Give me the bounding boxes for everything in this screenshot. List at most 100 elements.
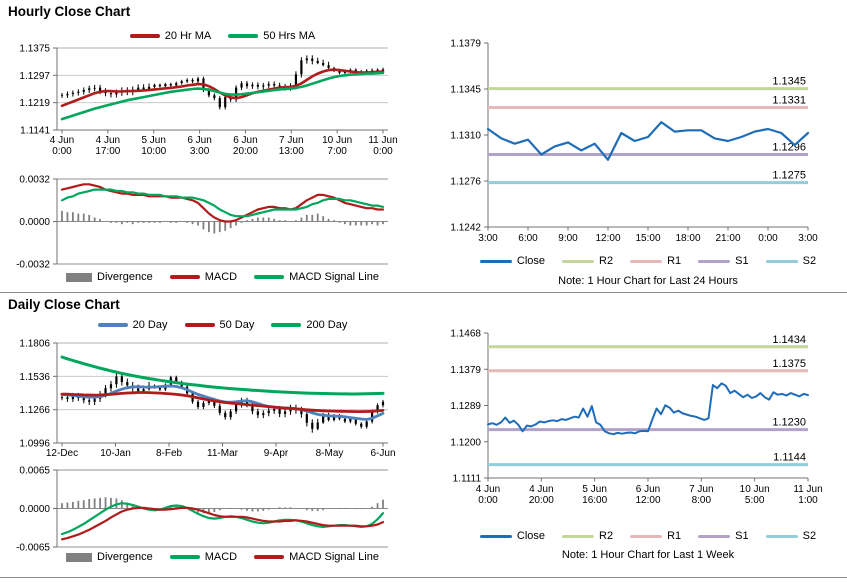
- r1-level-label: 1.1375: [772, 358, 806, 370]
- legend-label: Divergence: [97, 551, 153, 563]
- legend-item-r1: R1: [630, 255, 681, 267]
- r2-level-label: 1.1434: [772, 334, 806, 346]
- y-tick-label: 1.1276: [450, 177, 481, 188]
- y-tick-label: 1.1200: [450, 437, 481, 448]
- x-tick-label: 16:00: [582, 495, 607, 506]
- line-swatch: [184, 323, 215, 327]
- x-tick-label: 13:00: [279, 146, 304, 157]
- x-tick-label: 4 Jun: [96, 135, 120, 146]
- x-tick-label: 0:00: [478, 495, 498, 506]
- daily-macd-legend: Divergence MACD MACD Signal Line: [57, 551, 388, 563]
- r1-level-label: 1.1331: [772, 94, 806, 106]
- legend-item-macd-signal-line: MACD Signal Line: [254, 551, 379, 563]
- x-tick-label: 4 Jun: [476, 484, 500, 495]
- legend-label: S1: [735, 530, 749, 542]
- x-tick-label: 12-Dec: [46, 448, 78, 459]
- legend-label: MACD: [204, 271, 238, 283]
- legend-item-divergence: Divergence: [66, 551, 153, 563]
- x-tick-label: 3:00: [478, 233, 498, 244]
- legend-item-50-hrs-ma: 50 Hrs MA: [228, 30, 315, 42]
- y-tick-label: 1.1806: [19, 339, 50, 350]
- line-swatch: [698, 534, 731, 538]
- legend-item-20-hr-ma: 20 Hr MA: [129, 30, 212, 42]
- hourly-section-title: Hourly Close Chart: [8, 4, 131, 19]
- x-tick-label: 5 Jun: [141, 135, 165, 146]
- legend-label: MACD: [204, 551, 238, 563]
- legend-item-divergence: Divergence: [66, 271, 153, 283]
- legend-item-close: Close: [479, 530, 545, 542]
- legend-label: R2: [599, 255, 614, 267]
- x-tick-label: 5 Jun: [582, 484, 606, 495]
- x-tick-label: 4 Jun: [529, 484, 553, 495]
- hourly-price-legend: 20 Hr MA 50 Hrs MA: [57, 30, 388, 42]
- macd-signal-line-line: [60, 188, 385, 218]
- x-tick-label: 9-Apr: [264, 448, 289, 459]
- y-tick-label: 1.1379: [450, 365, 481, 376]
- y-tick-label: 1.1345: [450, 85, 481, 96]
- line-swatch: [630, 259, 663, 263]
- weekly-sr-note: Note: 1 Hour Chart for Last 1 Week: [561, 549, 735, 561]
- x-tick-label: 17:00: [95, 146, 120, 157]
- line-swatch: [254, 275, 285, 279]
- x-tick-label: 1:00: [798, 495, 818, 506]
- close-line: [487, 382, 809, 436]
- legend-label: 50 Hrs MA: [263, 30, 316, 42]
- legend-item-s1: S1: [698, 530, 749, 542]
- legend-label: 20 Day: [132, 319, 168, 331]
- x-tick-label: 20:00: [233, 146, 258, 157]
- line-swatch: [271, 323, 302, 327]
- x-tick-label: 8-Feb: [156, 448, 183, 459]
- x-tick-label: 6 Jun: [233, 135, 257, 146]
- x-tick-label: 8:00: [692, 495, 712, 506]
- y-tick-label: 1.1289: [450, 401, 481, 412]
- x-tick-label: 6-Jun: [370, 448, 395, 459]
- hourly-macd-legend: Divergence MACD MACD Signal Line: [57, 271, 388, 283]
- legend-label: 20 Hr MA: [164, 30, 212, 42]
- legend-item-50-day: 50 Day: [184, 319, 254, 331]
- daily_macd-chart: 0.0065 0.0000 -0.0065: [16, 466, 388, 554]
- y-tick-label: -0.0032: [16, 260, 50, 271]
- x-tick-label: 10-Jan: [100, 448, 131, 459]
- legend-label: MACD Signal Line: [289, 551, 379, 563]
- line-swatch: [129, 34, 160, 38]
- x-tick-label: 8-May: [316, 448, 344, 459]
- line-swatch: [228, 34, 259, 38]
- y-tick-label: 0.0065: [19, 466, 50, 477]
- x-tick-label: 21:00: [715, 233, 740, 244]
- hourly-sr-note: Note: 1 Hour Chart for Last 24 Hours: [558, 275, 738, 287]
- legend-item-r2: R2: [562, 255, 613, 267]
- y-tick-label: 1.1536: [19, 372, 50, 383]
- x-tick-label: 7 Jun: [689, 484, 713, 495]
- x-tick-label: 10 Jun: [322, 135, 352, 146]
- y-tick-label: 1.1242: [450, 223, 481, 234]
- y-tick-label: 1.1379: [450, 39, 481, 50]
- macd-line: [60, 183, 385, 223]
- y-tick-label: 1.1219: [19, 98, 50, 109]
- y-tick-label: 1.1310: [450, 131, 481, 142]
- x-tick-label: 6 Jun: [636, 484, 660, 495]
- legend-label: R1: [667, 255, 682, 267]
- s1-level-label: 1.1296: [772, 141, 806, 153]
- y-tick-label: 1.1375: [19, 44, 50, 55]
- s1-level-label: 1.1230: [772, 417, 806, 429]
- x-tick-label: 11 Jun: [793, 484, 822, 495]
- legend-label: R2: [599, 530, 614, 542]
- s2-level-label: 1.1275: [772, 170, 806, 182]
- 50-hrs-ma-line: [60, 71, 385, 121]
- x-tick-label: 18:00: [675, 233, 700, 244]
- legend-item-close: Close: [479, 255, 546, 267]
- line-swatch: [698, 259, 731, 263]
- y-tick-label: 1.0996: [19, 439, 50, 450]
- x-tick-label: 9:00: [558, 233, 578, 244]
- legend-item-macd: MACD: [169, 271, 238, 283]
- legend-item-r2: R2: [562, 530, 613, 542]
- legend-label: Close: [516, 255, 546, 267]
- line-swatch: [562, 534, 595, 538]
- x-tick-label: 3:00: [190, 146, 210, 157]
- section-divider: [0, 292, 847, 293]
- x-tick-label: 20:00: [529, 495, 554, 506]
